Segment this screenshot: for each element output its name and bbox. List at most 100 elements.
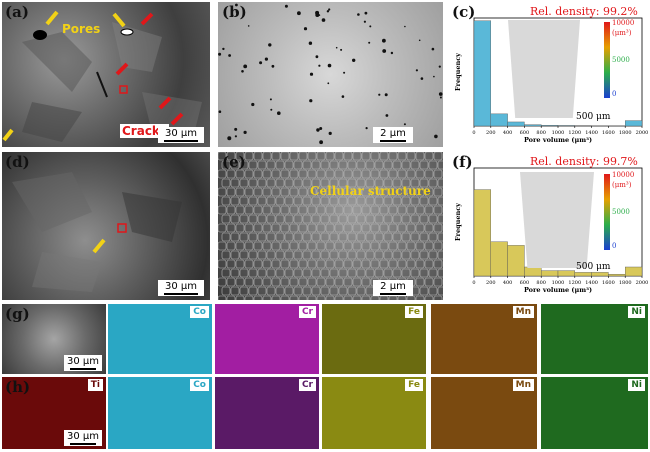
cell	[347, 196, 357, 206]
eds-map-h-ni: Ni	[541, 377, 648, 449]
cell	[221, 286, 231, 296]
cell	[388, 187, 398, 197]
cell	[311, 160, 321, 170]
cell	[218, 259, 227, 269]
cell	[262, 152, 272, 161]
cell	[415, 241, 425, 251]
cell	[307, 295, 317, 300]
pore-dot	[319, 140, 323, 145]
cell	[298, 295, 308, 300]
histogram-bar	[540, 125, 559, 127]
cell	[370, 259, 380, 269]
cell	[338, 178, 348, 188]
x-tick-label: 200	[486, 280, 496, 286]
histogram-bar	[473, 20, 491, 127]
cell	[428, 160, 438, 170]
cell	[388, 169, 398, 179]
pore-dot	[390, 51, 394, 55]
x-tick-label: 600	[520, 130, 530, 136]
x-tick-label: 1200	[568, 280, 581, 286]
cell	[280, 169, 290, 179]
cell	[253, 187, 263, 197]
x-tick-label: 1200	[568, 130, 581, 136]
cell	[415, 259, 425, 269]
cell	[235, 241, 245, 251]
cell	[334, 223, 344, 233]
cell	[235, 205, 245, 215]
cell	[284, 196, 294, 206]
pore-dot	[384, 93, 388, 97]
cell	[356, 196, 366, 206]
cell	[325, 187, 335, 197]
cell	[347, 250, 357, 260]
cell	[361, 205, 371, 215]
pore-dot	[251, 102, 255, 107]
cell	[424, 241, 434, 251]
cell	[401, 214, 411, 224]
cell	[433, 169, 443, 179]
cell	[329, 178, 339, 188]
pore-dot	[247, 25, 250, 27]
cell	[284, 268, 294, 278]
cell	[289, 241, 299, 251]
cell	[433, 152, 443, 161]
pore-dot	[343, 71, 346, 74]
cell	[244, 259, 254, 269]
cell	[311, 196, 321, 206]
scale-bar-a: 30 μm	[158, 127, 204, 143]
cracks-annotation: Cracks	[120, 124, 170, 138]
cell	[239, 286, 249, 296]
cell	[302, 214, 312, 224]
cell	[397, 169, 407, 179]
panel-label-f: (f)	[452, 153, 473, 171]
panel-label-g: (g)	[5, 305, 30, 323]
pore-dot	[259, 61, 263, 65]
pore-dot	[357, 13, 360, 16]
cell	[218, 223, 227, 233]
cell	[244, 223, 254, 233]
scale-bar-d: 30 μm	[158, 280, 204, 296]
pores-annotation: Pores	[62, 22, 101, 36]
cell	[244, 241, 254, 251]
x-tick-label: 0	[472, 130, 475, 136]
cell	[289, 187, 299, 197]
histogram-bar	[608, 273, 626, 277]
cell	[239, 196, 249, 206]
cell	[320, 250, 330, 260]
cell	[298, 169, 308, 179]
cell	[262, 241, 272, 251]
pore-dot	[365, 127, 368, 130]
cell	[257, 286, 267, 296]
element-label-g-mn: Mn	[512, 306, 534, 318]
red-arrow-icon	[170, 112, 184, 126]
cell	[338, 160, 348, 170]
cell	[383, 268, 393, 278]
cell	[253, 223, 263, 233]
cell	[248, 196, 258, 206]
cell	[235, 277, 245, 287]
cell	[419, 196, 429, 206]
cell	[419, 214, 429, 224]
pore-dot	[352, 58, 356, 62]
cell	[410, 178, 420, 188]
cell	[221, 250, 231, 260]
histogram-c: 0 200 400 600 800 1000 1200 1400 1600 1800 2000 Por…	[448, 2, 648, 147]
cell	[289, 295, 299, 300]
cell	[218, 205, 227, 215]
cell	[361, 223, 371, 233]
pore-dot	[382, 49, 387, 53]
x-tick-label: 1000	[552, 130, 565, 136]
pore-dot	[315, 55, 319, 59]
cell	[428, 250, 438, 260]
cell	[383, 232, 393, 242]
element-label-g-cr: Cr	[298, 306, 316, 318]
cell	[388, 241, 398, 251]
cell	[280, 295, 290, 300]
cell	[388, 205, 398, 215]
cell	[257, 250, 267, 260]
cell	[266, 232, 276, 242]
cell	[392, 196, 402, 206]
element-label-h-cr: Cr	[298, 379, 316, 391]
cell	[343, 241, 353, 251]
x-axis-label: Pore volume (μm³)	[524, 286, 592, 294]
